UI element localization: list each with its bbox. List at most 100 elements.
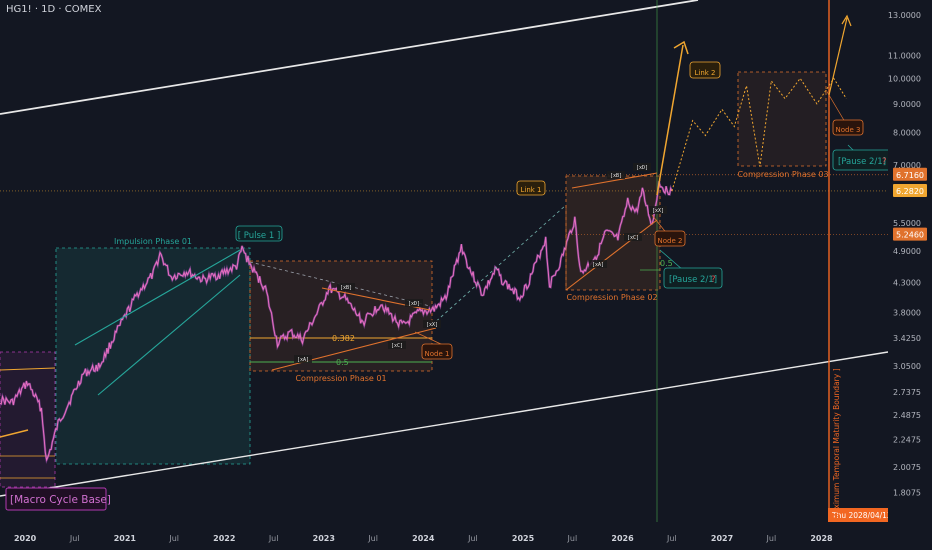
price-tag-bg [893, 227, 927, 241]
y-tick-label: 2.4875 [893, 411, 921, 420]
macro-cycle-zone [0, 351, 56, 488]
projection-path [671, 77, 847, 192]
x-tick-label: 2026 [611, 534, 634, 543]
pivot-xx-2: [xX] [652, 208, 664, 214]
channel-lower-line [0, 351, 889, 497]
y-tick-label: 4.9000 [893, 247, 921, 256]
drawing-layer-front: Impulsion Phase 01 [ Pulse 1 ] Compression… [5, 14, 896, 525]
pivot-xd-2-bg [633, 163, 651, 171]
pivot-xa-2-bg [589, 260, 607, 268]
pivot-xb: [xB] [340, 285, 352, 291]
macro-trend-line [0, 429, 29, 438]
boundary-date-label: Thu 2028/04/13 [831, 511, 892, 520]
link-2-arrow [656, 44, 684, 196]
pivot-xb-2-bg [607, 171, 625, 179]
pulse-1-label-box [235, 225, 283, 242]
price-axis-bg [888, 0, 932, 550]
price-tag-bg [893, 167, 927, 181]
link-2-label-box [689, 61, 721, 79]
y-tick-label: 1.8075 [893, 488, 921, 497]
arrow-head-icon [673, 40, 689, 55]
node-3-label: Node 3 [836, 126, 861, 134]
link-1-label: Link 1 [520, 186, 541, 194]
pivot-xa: [xA] [297, 357, 309, 363]
y-tick-label: 9.0000 [893, 100, 921, 109]
macro-cycle-label: [Macro Cycle Base] [10, 494, 111, 506]
y-tick-label: 4.3000 [893, 279, 921, 288]
pause-2-1-label-b: [Pause 2/1] [838, 157, 886, 167]
x-tick-label: Jul [268, 534, 279, 543]
pause-2-1-question-a: ? [711, 275, 716, 285]
compression-02-lower [565, 219, 658, 291]
y-tick-label: 2.7375 [893, 388, 921, 397]
y-tick-label: 2.0075 [893, 463, 921, 472]
y-tick-label: 13.0000 [888, 11, 921, 20]
x-tick-label: 2024 [412, 534, 435, 543]
link-1-dash [431, 204, 567, 326]
x-tick-label: 2028 [810, 534, 833, 543]
x-tick-label: 2027 [711, 534, 733, 543]
pulse-1-label: [ Pulse 1 ] [238, 231, 281, 241]
arrow-head-icon [841, 14, 852, 27]
node-1-label: Node 1 [425, 350, 450, 358]
y-tick-label: 7.0000 [893, 161, 921, 170]
x-tick-label: 2020 [14, 534, 37, 543]
x-tick-label: 2025 [512, 534, 535, 543]
node-3-connector [825, 89, 846, 123]
x-tick-label: Jul [69, 534, 80, 543]
boundary-label: [ Maximum Temporal Maturity Boundary ] [832, 368, 841, 525]
pause-2-1-label-a: [Pause 2/1] [669, 275, 717, 285]
pivot-xc-2: [xC] [627, 235, 639, 241]
fib-0382-label: 0.382 [332, 334, 355, 343]
impulse-channel-lower [97, 274, 241, 396]
y-tick-label: 10.0000 [888, 74, 921, 83]
impulsion-phase-label: Impulsion Phase 01 [114, 237, 192, 246]
boundary-date-bg [828, 508, 888, 522]
node-3-label-box [832, 119, 864, 136]
x-tick-label: Jul [567, 534, 578, 543]
time-axis-bg [0, 522, 888, 550]
fib-05-label-2: 0.5 [660, 259, 673, 268]
channel-upper-line [0, 0, 699, 115]
pivot-xx-2-bg [649, 206, 667, 214]
compression-phase-01-label: Compression Phase 01 [295, 374, 386, 383]
impulsion-phase-box [55, 247, 251, 465]
macro-level-line [0, 367, 56, 371]
price-tag-label: 6.2820 [896, 187, 924, 196]
pivot-xc: [xC] [391, 343, 403, 349]
node-2-label: Node 2 [658, 237, 683, 245]
x-tick-label: Jul [666, 534, 677, 543]
pivot-xc-2-bg [624, 233, 642, 241]
compression-phase-03-label: Compression Phase 03 [737, 170, 828, 179]
pivot-xc-bg [388, 341, 406, 349]
x-tick-label: Jul [467, 534, 478, 543]
pivot-xb-bg [337, 283, 355, 291]
x-tick-label: 2022 [213, 534, 235, 543]
pivot-xd: [xD] [408, 301, 420, 307]
compression-phase-03-box [737, 71, 827, 167]
compression-02-upper [571, 172, 658, 189]
node-2-label-box [654, 230, 686, 247]
x-tick-label: 2023 [313, 534, 335, 543]
pivot-xx-bg [423, 320, 441, 328]
x-tick-label: Jul [367, 534, 378, 543]
pivot-xa-2: [xA] [592, 262, 604, 268]
pivot-xd-2: [xD] [636, 165, 648, 171]
macro-cycle-box [5, 487, 107, 511]
pivot-xx: [xX] [426, 322, 438, 328]
pause-1-connector [659, 249, 684, 271]
price-tag-label: 6.7160 [896, 171, 924, 180]
node-1-connector [414, 331, 444, 346]
drawing-layer-back [0, 0, 889, 522]
y-tick-label: 3.0500 [893, 362, 921, 371]
link-3-arrow [828, 17, 848, 96]
fib-05-label: 0.5 [336, 358, 349, 367]
symbol-header[interactable]: HG1! · 1D · COMEX [6, 4, 102, 15]
price-series-layer [0, 181, 673, 464]
y-tick-label: 3.8000 [893, 309, 921, 318]
x-tick-label: Jul [766, 534, 777, 543]
y-tick-label: 8.0000 [893, 128, 921, 137]
price-series-line [0, 181, 673, 462]
link-2-label: Link 2 [694, 69, 715, 77]
